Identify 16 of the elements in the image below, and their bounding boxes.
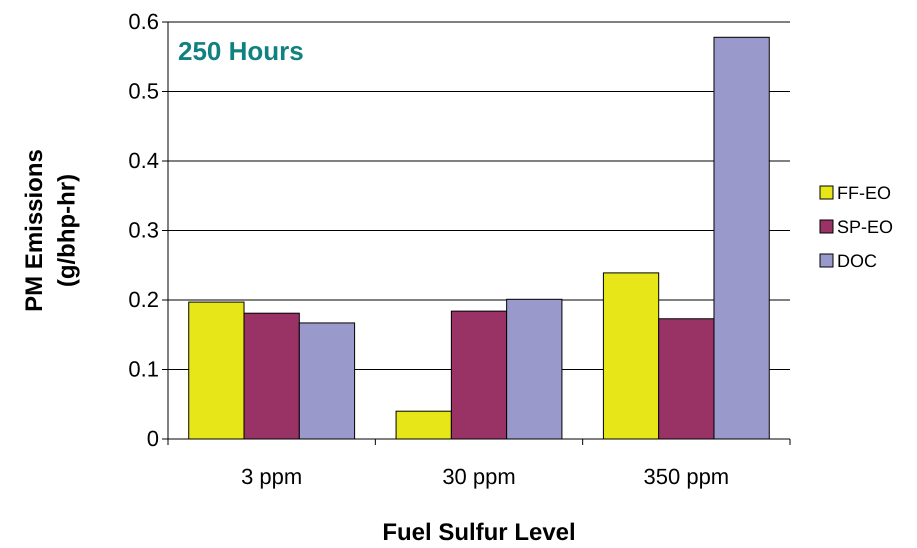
x-tick-label: 3 ppm [241, 464, 302, 489]
x-tick-label: 30 ppm [442, 464, 516, 489]
x-axis-title: Fuel Sulfur Level [382, 519, 576, 546]
legend-label: DOC [837, 251, 877, 271]
x-tick-label: 350 ppm [644, 464, 730, 489]
y-tick-label: 0.5 [128, 78, 159, 104]
y-tick-label: 0.3 [128, 218, 159, 243]
legend-label: SP-EO [837, 217, 894, 237]
y-tick-label: 0.6 [128, 9, 159, 34]
y-tick-label: 0.2 [128, 287, 159, 312]
y-axis-title: PM Emissions (g/bhp-hr) [21, 149, 80, 312]
y-tick-label: 0 [146, 426, 159, 452]
text: 250 Hours [178, 36, 304, 66]
y-tick-label: 0.4 [128, 148, 159, 174]
legend-label: FF-EO [837, 183, 891, 203]
y-tick-label: 0.1 [128, 356, 159, 382]
